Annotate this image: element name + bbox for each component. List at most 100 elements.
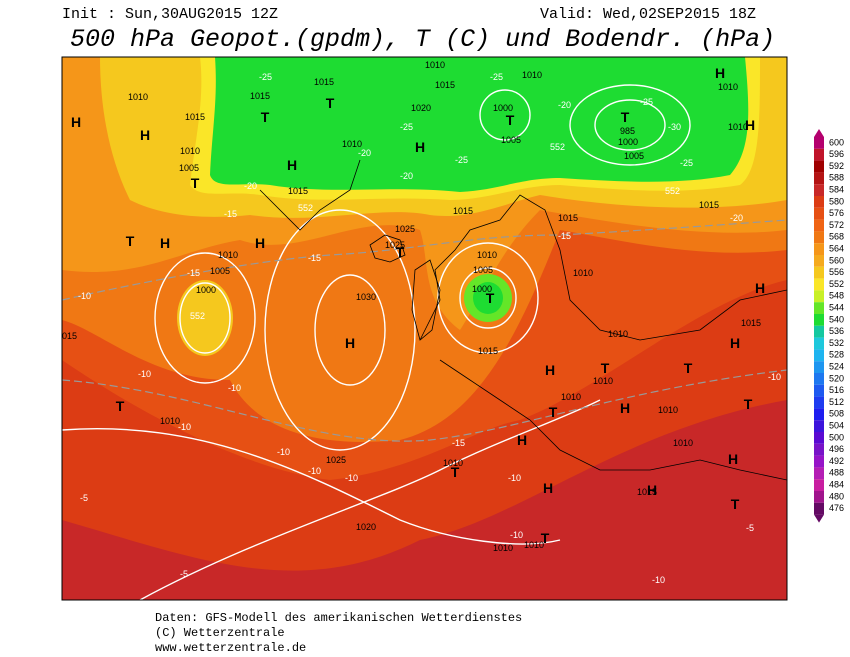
colorbar-label: 552 [829, 279, 844, 289]
temperature-label: -15 [187, 268, 200, 278]
colorbar-label: 568 [829, 232, 844, 242]
pressure-center: H [730, 335, 740, 351]
colorbar-label: 492 [829, 456, 844, 466]
pressure-center: H [715, 65, 725, 81]
colorbar-cell [814, 408, 824, 421]
pressure-center: T [396, 244, 405, 260]
isobar-label: 1010 [673, 438, 693, 448]
isotherms [62, 219, 787, 442]
isobar-label: 1010 [128, 92, 148, 102]
colorbar-cell [814, 432, 824, 444]
temperature-label: -10 [768, 372, 781, 382]
temperature-label: -10 [138, 369, 151, 379]
colorbar-cell [814, 455, 824, 468]
temperature-label: -5 [180, 569, 188, 579]
isobar-label: 1020 [356, 522, 376, 532]
footer-copyright: (C) Wetterzentrale [155, 626, 285, 640]
pressure-center: H [755, 280, 765, 296]
colorbar-label: 564 [829, 243, 844, 253]
isobar-label: 1010 [522, 70, 542, 80]
isobar-label: 1025 [395, 224, 415, 234]
colorbar-label: 536 [829, 326, 844, 336]
colorbar-label: 548 [829, 291, 844, 301]
colorbar-cell [814, 207, 824, 220]
colorbar-cell [814, 325, 824, 338]
temperature-label: -25 [259, 72, 272, 82]
colorbar-label: 540 [829, 314, 844, 324]
colorbar-cell [814, 479, 824, 491]
colorbar-cell [814, 290, 824, 303]
pressure-center: H [415, 139, 425, 155]
colorbar-cell [814, 384, 824, 397]
pressure-center: T [451, 464, 460, 480]
colorbar-label: 560 [829, 255, 844, 265]
colorbar-label: 584 [829, 184, 844, 194]
colorbar-cell [814, 314, 824, 326]
colorbar-cell [814, 278, 824, 291]
pressure-center: T [621, 109, 630, 125]
low-west [177, 280, 233, 356]
pressure-center: H [345, 335, 355, 351]
map-frame [61, 56, 788, 601]
title: 500 hPa Geopot.(gpdm), T (C) und Bodendr… [70, 25, 775, 54]
colorbar-label: 512 [829, 397, 844, 407]
pressure-center: H [517, 432, 527, 448]
temperature-label: 552 [190, 311, 205, 321]
isobar-label: 1005 [624, 151, 644, 161]
temperature-label: -10 [308, 466, 321, 476]
pressure-center: H [287, 157, 297, 173]
temperature-label: -25 [680, 158, 693, 168]
temperature-label: -25 [490, 72, 503, 82]
isobar-label: 1000 [618, 137, 638, 147]
colorbar-cell [814, 255, 824, 267]
isobar-label: 1010 [658, 405, 678, 415]
isobar-label: 1015 [288, 186, 308, 196]
isobar-label: 1010 [160, 416, 180, 426]
temperature-label: -30 [668, 122, 681, 132]
colorbar-label: 496 [829, 444, 844, 454]
init-text: Init : Sun,30AUG2015 12Z [62, 6, 278, 23]
temperature-label: -10 [277, 447, 290, 457]
cold-pool [210, 57, 749, 192]
isobar-label: 1005 [473, 265, 493, 275]
colorbar-label: 580 [829, 196, 844, 206]
colorbar-cell [814, 302, 824, 314]
colorbar-label: 524 [829, 361, 844, 371]
pressure-center: T [549, 404, 558, 420]
colorbar-cell [814, 231, 824, 244]
pressure-center: T [506, 112, 515, 128]
temperature-label: -10 [228, 383, 241, 393]
isobar-label: 1015 [314, 77, 334, 87]
pressure-center: H [620, 400, 630, 416]
pressure-center: H [140, 127, 150, 143]
isobar-label: 1015 [185, 112, 205, 122]
temperature-label: -20 [358, 148, 371, 158]
pressure-center: H [255, 235, 265, 251]
isobar-label: 1010 [342, 139, 362, 149]
temperature-label: -20 [730, 213, 743, 223]
isobar-label: 1015 [741, 318, 761, 328]
temperature-label: -10 [508, 473, 521, 483]
colorbar-cell [814, 396, 824, 409]
pressure-center: T [261, 109, 270, 125]
isobar-label: 1015 [637, 487, 657, 497]
colorbar-cell [814, 243, 824, 255]
isobar-label: 1010 [425, 60, 445, 70]
colorbar-label: 532 [829, 338, 844, 348]
colorbar-label: 572 [829, 220, 844, 230]
temperature-label: -15 [452, 438, 465, 448]
colorbar-label: 596 [829, 149, 844, 159]
isobar-label: 1000 [493, 103, 513, 113]
colorbar-cell [814, 491, 824, 503]
colorbar-top-arrow [814, 129, 824, 137]
hot-region [62, 400, 787, 600]
temperature-label: -20 [400, 171, 413, 181]
isobar-label: 1015 [558, 213, 578, 223]
isobar-label: 1010 [561, 392, 581, 402]
pressure-center: H [728, 451, 738, 467]
isobar-label: 1010 [608, 329, 628, 339]
isobar-label: 1005 [179, 163, 199, 173]
colorbar-label: 480 [829, 491, 844, 501]
isobar-label: 985 [620, 126, 635, 136]
